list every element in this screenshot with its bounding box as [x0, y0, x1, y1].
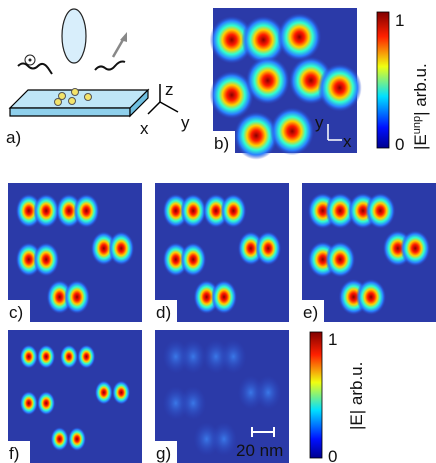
- panel-label: b): [214, 134, 229, 153]
- field-spot: [20, 345, 38, 369]
- field-spot: [73, 194, 99, 228]
- panel-label: c): [9, 303, 23, 322]
- field-spot: [318, 64, 362, 112]
- field-spot: [270, 107, 314, 155]
- field-spot: [255, 231, 281, 265]
- field-spot: [108, 231, 134, 265]
- field-spot: [211, 280, 237, 314]
- colorbar: [310, 332, 322, 458]
- field-spot: [356, 279, 386, 315]
- colorbar-min: 0: [395, 135, 404, 154]
- field-spot: [95, 381, 113, 405]
- axis-label: x: [140, 119, 149, 138]
- field-spot: [400, 230, 430, 266]
- colorbar: [377, 12, 389, 148]
- label-part: |E: [411, 134, 430, 150]
- field-spot: [325, 241, 355, 277]
- field-spot: [112, 381, 130, 405]
- field-spot: [211, 422, 237, 456]
- field-spot: [255, 376, 281, 410]
- field-spot: [33, 242, 59, 276]
- colorbar-label: |E| arb.u.: [347, 362, 366, 430]
- field-spot: [277, 13, 321, 61]
- colorbar-label: |Eunp| arb.u.: [411, 63, 430, 150]
- field-spot: [37, 345, 55, 369]
- colorbar-min: 0: [328, 447, 337, 463]
- field-spot: [77, 345, 95, 369]
- panel-label: g): [156, 444, 171, 463]
- axis-label: y: [181, 113, 190, 132]
- field-spot: [37, 391, 55, 415]
- label-part: | arb.u.: [411, 63, 430, 116]
- axis-label: z: [165, 80, 174, 99]
- schematic: [10, 9, 178, 116]
- field-spot: [365, 193, 395, 229]
- field-spot: [64, 280, 90, 314]
- panel-label: d): [156, 303, 171, 322]
- panel-label: a): [6, 128, 21, 147]
- field-spot: [68, 427, 86, 451]
- field-spot: [220, 194, 246, 228]
- field-spot: [180, 242, 206, 276]
- field-spot: [20, 391, 38, 415]
- colorbar-max: 1: [328, 330, 337, 349]
- figure: z x y a) b)c)d)e)f)g)yx20 nm 1 0 |Eunp| …: [0, 0, 436, 463]
- scale-bar-label: 20 nm: [236, 441, 283, 460]
- axis-label: y: [315, 113, 324, 132]
- panel-label: e): [303, 303, 318, 322]
- field-spot: [180, 340, 206, 374]
- field-spot: [180, 194, 206, 228]
- field-spot: [246, 57, 290, 105]
- panel-label: f): [9, 444, 19, 463]
- field-spot: [60, 345, 78, 369]
- field-spot: [33, 194, 59, 228]
- colorbar-max: 1: [395, 11, 404, 30]
- field-spot: [220, 340, 246, 374]
- label-sup: unp: [411, 116, 423, 134]
- field-spot: [51, 427, 69, 451]
- field-spot: [180, 386, 206, 420]
- axis-label: x: [343, 132, 352, 151]
